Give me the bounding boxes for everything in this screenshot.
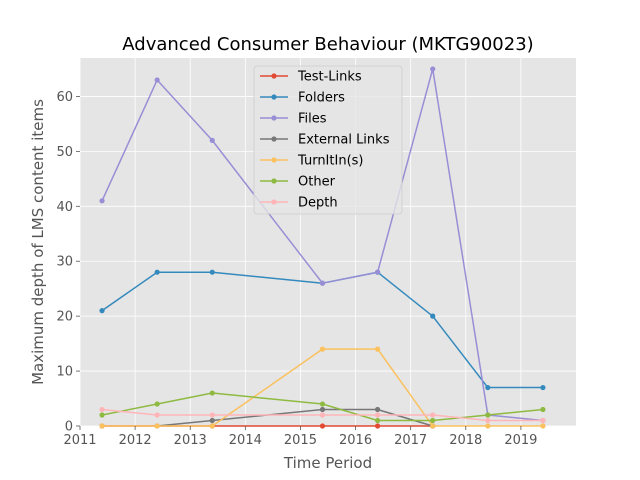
data-point-depth [485,417,491,424]
legend-label-turnitin-s: TurnItIn(s) [297,154,363,169]
x-tick-label: 2013 [174,433,207,448]
series-line-other [101,392,544,422]
x-tick-label: 2016 [339,433,372,448]
x-tick-label: 2017 [394,433,427,448]
data-point-folders [209,269,215,275]
y-tick-label: 40 [56,200,73,215]
data-point-other [485,412,491,418]
data-point-other [154,401,160,407]
data-point-turnitin-s [485,423,491,429]
data-point-external-links [209,417,215,424]
legend-label-other: Other [298,175,336,190]
data-point-files [375,269,381,275]
data-point-folders [430,313,436,319]
data-point-other [319,401,326,407]
y-tick-label: 20 [56,310,73,325]
x-tick-label: 2018 [449,433,482,448]
legend-marker-turnitin-s [271,157,277,163]
data-point-files [154,77,160,83]
x-axis-label: Time Period [283,454,372,472]
y-tick-label: 30 [56,255,73,270]
data-point-depth [154,412,160,418]
data-point-other [99,412,105,418]
legend-marker-folders [271,94,277,100]
data-point-files [99,198,105,204]
data-point-files [319,280,326,286]
legend-label-external-links: External Links [298,133,390,148]
data-point-files [209,137,215,143]
axis-ticks: 2011 2012 2013 2014 2015 2016 2017 2018 2019 0 10 2… [56,90,537,448]
data-point-other [375,417,381,424]
data-point-other [540,406,546,413]
data-point-turnitin-s [209,423,215,429]
data-point-external-links [319,406,326,413]
data-point-turnitin-s [540,423,546,429]
legend-marker-external-links [271,136,277,142]
series-lines [99,66,546,429]
legend-label-depth: Depth [298,196,338,211]
series-line-turnitin-s [102,348,543,427]
data-point-turnitin-s [375,346,381,352]
series-line-files [101,68,544,422]
legend-marker-depth [271,199,277,205]
y-tick-label: 50 [56,145,73,160]
data-point-folders [154,269,160,275]
data-point-depth [540,417,546,424]
legend: Test-Links Folders Files External Links Turn… [253,65,403,215]
legend-marker-test-links [271,73,277,79]
data-point-turnitin-s [154,423,160,429]
legend-marker-files [271,115,277,121]
data-point-folders [485,384,491,391]
x-tick-label: 2012 [119,433,152,448]
data-point-other [430,417,436,424]
data-point-depth [430,412,436,418]
data-point-test-links [375,423,381,429]
y-tick-label: 60 [56,90,73,105]
chart-title: Advanced Consumer Behaviour (MKTG90023) [122,34,533,55]
data-point-turnitin-s [319,346,326,352]
legend-label-files: Files [298,112,327,127]
data-point-other [209,390,215,396]
data-point-depth [209,412,215,418]
legend-label-folders: Folders [298,91,345,106]
x-tick-label: 2015 [284,433,317,448]
data-point-folders [99,308,105,314]
x-tick-label: 2014 [229,433,262,448]
y-tick-label: 10 [56,365,73,380]
x-tick-label: 2019 [504,433,537,448]
data-point-turnitin-s [99,423,105,429]
data-point-files [430,66,436,72]
legend-box [253,65,403,215]
data-point-depth [99,406,105,413]
legend-label-test-links: Test-Links [297,70,362,85]
data-point-turnitin-s [430,423,436,429]
y-tick-label: 0 [65,420,73,435]
legend-marker-other [271,178,277,184]
data-point-test-links [319,423,326,429]
data-point-external-links [375,406,381,413]
series-line-depth [101,408,543,422]
data-point-depth [319,412,326,418]
data-point-depth [375,412,381,418]
y-axis-label: Maximum depth of LMS content items [29,99,47,385]
data-point-folders [540,384,546,391]
x-tick-label: 2011 [63,433,96,448]
